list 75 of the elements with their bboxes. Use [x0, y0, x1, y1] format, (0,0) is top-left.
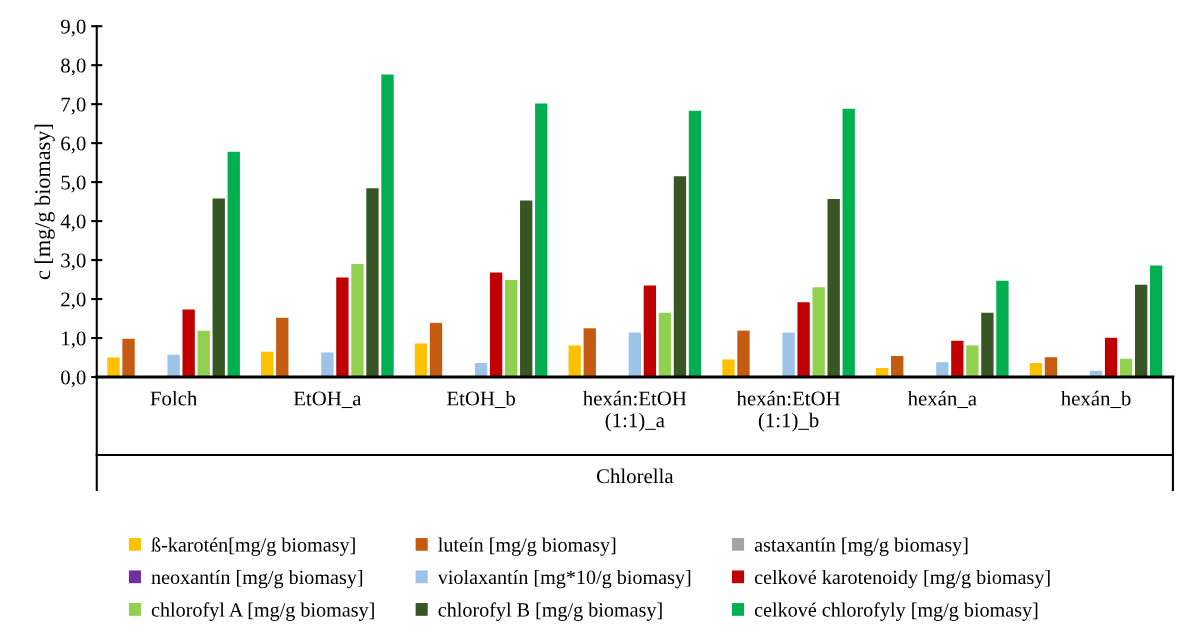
y-tick-label: 9,0 — [60, 19, 86, 37]
bar — [122, 338, 135, 378]
y-tick-label: 6,0 — [61, 136, 86, 154]
bar — [951, 340, 964, 378]
bar — [1104, 337, 1118, 378]
y-tick-label: 4,0 — [60, 214, 86, 232]
bar — [429, 322, 443, 378]
bar — [336, 277, 349, 378]
bar — [197, 330, 210, 378]
bar — [351, 263, 364, 378]
y-axis-title: c [mg/g biomasy] — [34, 124, 55, 280]
legend-label: neoxantín [mg/g biomasy] — [151, 569, 363, 589]
bar — [782, 332, 795, 378]
bar — [505, 279, 518, 378]
y-tick-label: 3,0 — [61, 253, 86, 271]
bar — [1044, 357, 1058, 378]
bar — [842, 108, 855, 378]
x-tick-label: EtOH_b — [446, 390, 516, 409]
x-tick-label: EtOH_a — [293, 391, 362, 409]
bar — [520, 200, 533, 378]
bar — [673, 176, 687, 378]
bar — [182, 309, 195, 378]
legend-label: violaxantín [mg*10/g biomasy] — [437, 569, 691, 589]
x-axis-title: Chlorella — [596, 468, 674, 484]
bar — [212, 198, 225, 378]
bar — [1150, 265, 1163, 378]
x-tick-label: hexán:EtOH (1:1)_a — [582, 390, 687, 432]
bar — [737, 330, 750, 378]
x-tick-label: hexán_a — [907, 390, 977, 409]
legend-label: astaxantín [mg/g biomasy] — [754, 537, 968, 556]
x-tick-label: Folch — [150, 390, 198, 406]
bar — [568, 345, 581, 378]
x-tick-label: hexán:EtOH (1:1)_b — [736, 390, 841, 432]
y-tick-label: 8,0 — [61, 58, 86, 76]
bar — [474, 362, 488, 378]
bar — [812, 287, 825, 378]
bar — [1029, 362, 1043, 378]
legend-label: celkové chlorofyly [mg/g biomasy] — [754, 602, 1038, 621]
y-tick-label: 5,0 — [61, 175, 86, 193]
y-tick-label: 1,0 — [62, 331, 86, 349]
bar — [1134, 284, 1148, 378]
bar — [688, 110, 702, 378]
bar — [167, 354, 180, 378]
bar — [827, 198, 840, 378]
legend-label: ß-karotén[mg/g biomasy] — [151, 537, 355, 556]
y-tick-label: 2,0 — [61, 292, 86, 310]
bar — [381, 74, 394, 378]
bar — [489, 272, 503, 378]
legend-label: celkové karotenoidy [mg/g biomasy] — [754, 569, 1050, 589]
bar — [1119, 358, 1133, 378]
bar — [936, 362, 949, 378]
y-tick-label: 0,0 — [61, 370, 86, 388]
bar — [276, 317, 289, 378]
bar — [966, 345, 979, 378]
bar — [107, 357, 120, 378]
bar — [261, 351, 274, 378]
legend-label: luteín [mg/g biomasy] — [438, 537, 616, 556]
y-tick-label: 7,0 — [61, 97, 86, 115]
bar — [891, 355, 904, 378]
bar — [996, 280, 1009, 378]
bar — [366, 188, 379, 378]
bar — [535, 103, 548, 378]
bar — [227, 151, 240, 378]
bar — [722, 359, 735, 378]
bar — [628, 332, 641, 378]
legend-label: chlorofyl A [mg/g biomasy] — [151, 602, 374, 621]
bar — [797, 302, 810, 378]
legend-label: chlorofyl B [mg/g biomasy] — [438, 602, 662, 621]
bar — [583, 328, 596, 378]
bar — [321, 352, 334, 378]
x-tick-label: hexán_b — [1060, 390, 1131, 409]
bar — [643, 285, 657, 378]
bar — [414, 343, 428, 378]
bar — [658, 312, 672, 378]
bar — [981, 312, 994, 378]
